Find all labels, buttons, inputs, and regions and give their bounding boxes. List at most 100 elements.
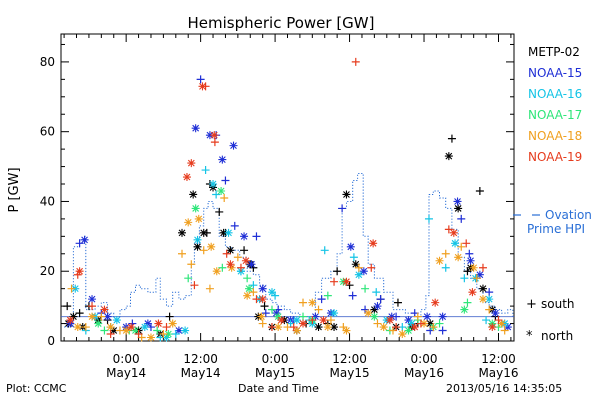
x-tick-label-date: May14	[181, 366, 221, 380]
noaa-15-north-point	[404, 316, 413, 325]
metp-02-north-point	[226, 246, 235, 255]
noaa-15-south-point	[196, 75, 205, 84]
noaa-15-south-point	[465, 249, 474, 258]
noaa-16-south-point	[349, 253, 358, 262]
noaa-15-north-point	[229, 141, 238, 150]
noaa-17-south-point	[153, 326, 162, 335]
metp-02-south-point	[260, 302, 269, 311]
noaa-18-south-point	[354, 263, 363, 272]
noaa-15-south-point	[75, 239, 84, 248]
noaa-18-south-point	[67, 284, 76, 293]
noaa-17-south-point	[100, 326, 109, 335]
noaa-18-north-point	[469, 263, 478, 272]
noaa-19-south-point	[190, 281, 199, 290]
noaa-15-north-point	[491, 309, 500, 318]
metp-02-south-point	[447, 134, 456, 143]
noaa-18-south-point	[249, 288, 258, 297]
noaa-18-north-point	[243, 291, 252, 300]
noaa-15-south-point	[252, 232, 261, 241]
noaa-16-south-point	[441, 263, 450, 272]
noaa-15-north-point	[218, 155, 227, 164]
noaa-16-north-point	[181, 326, 190, 335]
noaa-19-north-point	[468, 288, 477, 297]
noaa-16-north-point	[330, 309, 339, 318]
noaa-18-north-point	[146, 333, 155, 342]
noaa-19-south-point	[462, 239, 471, 248]
legend-marker-label: north	[541, 329, 573, 343]
axes: 0204060800:00May1412:00May140:00May1512:…	[40, 33, 519, 380]
noaa-18-south-point	[472, 274, 481, 283]
metp-02-north-point	[199, 228, 208, 237]
noaa-15-north-point	[143, 319, 152, 328]
noaa-15-north-point	[373, 302, 382, 311]
noaa-16-north-point	[193, 235, 202, 244]
noaa-19-south-point	[392, 323, 401, 332]
noaa-17-south-point	[218, 263, 227, 272]
y-tick-label: 40	[40, 194, 55, 208]
noaa-19-north-point	[277, 316, 286, 325]
noaa-19-north-point	[410, 323, 419, 332]
noaa-15-north-point	[387, 312, 396, 321]
x-tick-label-date: May16	[478, 366, 518, 380]
metp-02-south-point	[215, 207, 224, 216]
noaa-15-south-point	[376, 295, 385, 304]
noaa-17-north-point	[217, 186, 226, 195]
noaa-15-north-point	[240, 232, 249, 241]
noaa-15-north-point	[103, 312, 112, 321]
noaa-19-north-point	[385, 316, 394, 325]
y-tick-label: 20	[40, 264, 55, 278]
noaa-19-south-point	[106, 330, 115, 339]
metp-02-north-point	[342, 190, 351, 199]
plot-credit: Plot: CCMC	[6, 382, 67, 395]
metp-02-north-point	[454, 204, 463, 213]
noaa-18-south-point	[233, 253, 242, 262]
legend-entry: NOAA-19	[528, 150, 582, 164]
noaa-18-south-point	[326, 316, 335, 325]
noaa-19-north-point	[488, 323, 497, 332]
noaa-15-south-point	[457, 214, 466, 223]
noaa-18-north-point	[194, 214, 203, 223]
noaa-19-north-point	[198, 82, 207, 91]
metp-02-north-point	[219, 228, 228, 237]
noaa-17-south-point	[361, 284, 370, 293]
noaa-19-south-point	[289, 323, 298, 332]
noaa-19-south-point	[416, 319, 425, 328]
noaa-19-south-point	[134, 330, 143, 339]
noaa-19-north-point	[226, 260, 235, 269]
metp-02-north-point	[178, 228, 187, 237]
x-tick-label-time: 0:00	[262, 352, 289, 366]
metp-02-south-point	[63, 302, 72, 311]
noaa-18-north-point	[88, 312, 97, 321]
noaa-19-south-point	[444, 225, 453, 234]
metp-02-south-point	[393, 298, 402, 307]
x-tick-label-time: 12:00	[481, 352, 516, 366]
noaa-15-south-point	[338, 204, 347, 213]
legend-entry: NOAA-18	[528, 129, 582, 143]
y-tick-label: 60	[40, 125, 55, 139]
noaa-18-north-point	[435, 256, 444, 265]
noaa-19-south-point	[88, 302, 97, 311]
x-tick-label-time: 0:00	[113, 352, 140, 366]
noaa-16-south-point	[424, 214, 433, 223]
noaa-19-north-point	[210, 131, 219, 140]
noaa-18-north-point	[323, 323, 332, 332]
noaa-15-north-point	[191, 124, 200, 133]
metp-02-north-point	[370, 305, 379, 314]
noaa-18-south-point	[457, 242, 466, 251]
noaa-16-north-point	[485, 295, 494, 304]
noaa-19-north-point	[75, 267, 84, 276]
noaa-18-south-point	[258, 319, 267, 328]
noaa-18-north-point	[497, 319, 506, 328]
metp-02-south-point	[165, 312, 174, 321]
metp-02-north-point	[426, 319, 435, 328]
legend-marker-label: south	[541, 297, 575, 311]
noaa-15-south-point	[230, 221, 239, 230]
legend-ovation-label: Ovation	[545, 208, 592, 222]
noaa-18-north-point	[168, 319, 177, 328]
metp-02-south-point	[475, 186, 484, 195]
noaa-15-north-point	[311, 312, 320, 321]
noaa-19-south-point	[267, 323, 276, 332]
noaa-15-north-point	[466, 256, 475, 265]
noaa-16-north-point	[267, 288, 276, 297]
noaa-19-south-point	[367, 263, 376, 272]
